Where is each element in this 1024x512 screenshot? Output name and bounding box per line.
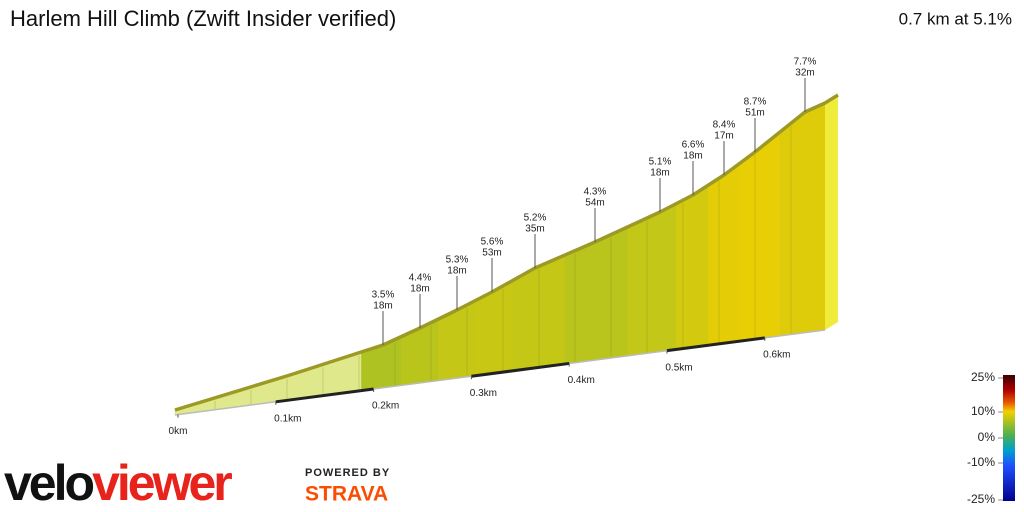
legend-label: 25% — [971, 370, 995, 384]
color-legend: 25% 10% 0% -10% -25% — [967, 370, 1015, 506]
length-label: 54m — [585, 198, 604, 209]
x-tick-label: 0km — [169, 426, 188, 437]
profile-segment — [627, 203, 677, 357]
legend-label: -10% — [967, 455, 995, 469]
gradient-label: 7.7% — [794, 57, 817, 68]
profile-segment — [708, 163, 740, 346]
profile-side — [825, 95, 838, 330]
profile-segment — [438, 300, 475, 381]
length-label: 35m — [525, 224, 544, 235]
profile — [174, 93, 839, 416]
x-tick-label: 0.2km — [372, 401, 399, 412]
gradient-label: 4.4% — [409, 273, 432, 284]
profile-segment — [474, 279, 514, 377]
axis-band — [666, 336, 765, 353]
axis-band — [275, 387, 374, 404]
profile-segment — [676, 184, 709, 350]
logo-velo: velo — [4, 455, 94, 511]
legend-label: 10% — [971, 404, 995, 418]
color-bar — [1003, 375, 1015, 501]
length-label: 51m — [745, 108, 764, 119]
legend-label: -25% — [967, 492, 995, 506]
gradient-label: 4.3% — [584, 187, 607, 198]
length-label: 18m — [683, 151, 702, 162]
x-tick-label: 0.5km — [665, 362, 692, 373]
length-label: 18m — [373, 301, 392, 312]
x-tick-label: 0.3km — [470, 388, 497, 399]
logo-viewer: viewer — [92, 455, 232, 511]
profile-segment — [739, 131, 781, 342]
powered-by: POWERED BY — [305, 467, 390, 479]
x-tick-label: 0.6km — [763, 349, 790, 360]
annotations: 3.5%18m4.4%18m5.3%18m5.6%53m5.2%35m4.3%5… — [372, 57, 817, 345]
profile-segment — [779, 102, 826, 337]
x-tick-label: 0.1km — [274, 413, 301, 424]
chart-title: Harlem Hill Climb (Zwift Insider verifie… — [10, 6, 396, 31]
gradient-label: 8.7% — [744, 97, 767, 108]
gradient-label: 5.3% — [446, 255, 469, 266]
gradient-label: 3.5% — [372, 290, 395, 301]
length-label: 18m — [447, 266, 466, 277]
length-label: 18m — [650, 168, 669, 179]
legend-label: 0% — [978, 430, 996, 444]
length-label: 17m — [714, 131, 733, 142]
x-tick-label: 0.4km — [568, 375, 595, 386]
length-label: 18m — [410, 284, 429, 295]
gradient-label: 5.6% — [481, 237, 504, 248]
length-label: 53m — [482, 248, 501, 259]
gradient-label: 5.1% — [649, 157, 672, 168]
logo: veloviewer — [4, 455, 232, 511]
chart-subtitle: 0.7 km at 5.1% — [899, 9, 1012, 28]
profile-segment — [564, 226, 628, 365]
gradient-label: 6.6% — [682, 140, 705, 151]
gradient-label: 5.2% — [524, 213, 547, 224]
distance-axis: 0km 0.1km 0.2km 0.3km 0.4km 0.5km 0.6km — [169, 336, 790, 437]
length-label: 32m — [795, 68, 814, 79]
gradient-label: 8.4% — [713, 120, 736, 131]
axis-band — [471, 361, 570, 378]
strava-logo: STRAVA — [305, 483, 388, 506]
